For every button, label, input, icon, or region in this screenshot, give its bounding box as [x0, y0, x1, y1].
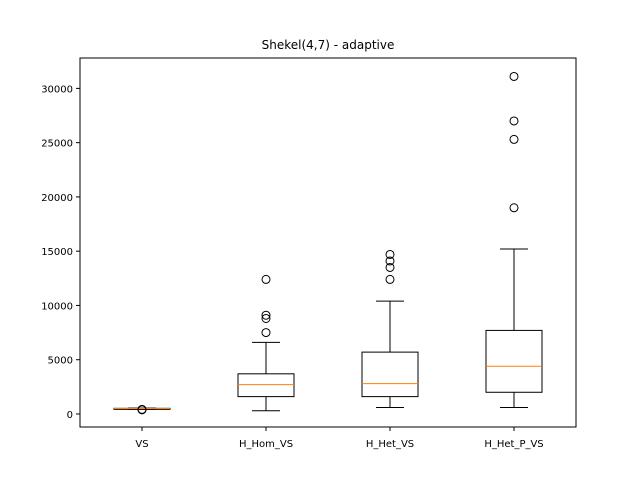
- box-vs: [113, 404, 171, 415]
- outlier-point: [385, 249, 395, 259]
- outlier-point: [509, 203, 519, 213]
- outlier-point: [385, 256, 395, 266]
- y-tick-label: 10000: [41, 301, 73, 312]
- x-tick-label: H_Het_VS: [366, 439, 414, 450]
- box-h-hom-vs: [237, 274, 295, 412]
- outlier-point: [261, 310, 271, 320]
- outlier-point: [509, 134, 519, 144]
- y-tick-label: 20000: [41, 193, 73, 204]
- y-tick-label: 15000: [41, 247, 73, 258]
- x-tick-label: VS: [135, 439, 148, 450]
- outlier-point: [261, 274, 271, 284]
- x-tick-label: H_Het_P_VS: [484, 439, 543, 450]
- outlier-point: [137, 404, 147, 414]
- x-tick-label: H_Hom_VS: [239, 439, 293, 450]
- iqr-box: [237, 373, 295, 398]
- y-tick-label: 30000: [41, 84, 73, 95]
- plot-frame: [79, 57, 577, 428]
- y-tick-label: 25000: [41, 139, 73, 150]
- outlier-point: [385, 274, 395, 284]
- boxes-group: [113, 71, 543, 415]
- outlier-point: [261, 328, 271, 338]
- outlier-point: [385, 262, 395, 272]
- x-axis: VS H_Hom_VS H_Het_VS H_Het_P_VS: [135, 427, 544, 450]
- outlier-point: [509, 116, 519, 126]
- iqr-box: [361, 351, 419, 398]
- y-tick-label: 5000: [48, 356, 73, 367]
- y-tick-label: 0: [67, 410, 73, 421]
- outlier-point: [261, 313, 271, 323]
- chart-title: Shekel(4,7) - adaptive: [262, 38, 395, 52]
- box-h-het-vs: [361, 249, 419, 408]
- y-axis: 0 5000 10000 15000 20000 25000 30000: [41, 84, 80, 421]
- box-h-het-p-vs: [485, 71, 543, 408]
- outlier-point: [509, 71, 519, 81]
- iqr-box: [485, 329, 543, 393]
